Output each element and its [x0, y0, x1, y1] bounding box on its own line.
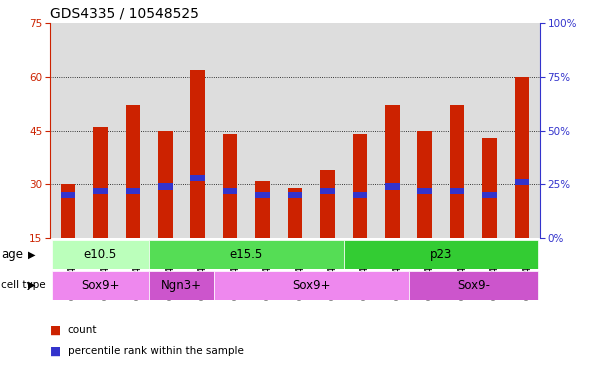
Bar [320, 170, 335, 238]
Bar [514, 179, 529, 185]
Text: ▶: ▶ [28, 280, 36, 290]
Bar [93, 127, 108, 238]
Text: GDS4335 / 10548525: GDS4335 / 10548525 [50, 7, 199, 20]
Bar [320, 187, 335, 194]
Bar [149, 240, 343, 269]
Bar [353, 134, 367, 238]
Bar [158, 131, 172, 238]
Text: ■: ■ [50, 324, 61, 337]
Bar [408, 271, 538, 300]
Bar [126, 187, 140, 194]
Text: e15.5: e15.5 [230, 248, 263, 261]
Text: p23: p23 [430, 248, 452, 261]
Text: count: count [68, 325, 97, 335]
Bar [418, 131, 432, 238]
Bar [223, 187, 237, 194]
Text: ■: ■ [50, 345, 61, 358]
Bar [385, 183, 399, 190]
Bar [353, 192, 367, 198]
Bar [385, 106, 399, 238]
Text: e10.5: e10.5 [84, 248, 117, 261]
Bar [514, 77, 529, 238]
Text: Sox9+: Sox9+ [81, 279, 120, 291]
Bar [93, 187, 108, 194]
Bar [482, 192, 497, 198]
Bar [418, 187, 432, 194]
Bar [255, 192, 270, 198]
Bar [214, 271, 408, 300]
Text: Ngn3+: Ngn3+ [161, 279, 202, 291]
Bar [223, 134, 237, 238]
Text: cell type: cell type [1, 280, 46, 290]
Bar [450, 106, 464, 238]
Bar [191, 175, 205, 181]
Bar [255, 181, 270, 238]
Bar [149, 271, 214, 300]
Bar [52, 271, 149, 300]
Bar [52, 240, 149, 269]
Bar [288, 188, 302, 238]
Text: Sox9-: Sox9- [457, 279, 490, 291]
Text: percentile rank within the sample: percentile rank within the sample [68, 346, 244, 356]
Bar [158, 183, 172, 190]
Bar [288, 192, 302, 198]
Bar [126, 106, 140, 238]
Text: age: age [1, 248, 23, 261]
Bar [482, 138, 497, 238]
Bar [61, 184, 76, 238]
Bar [343, 240, 538, 269]
Text: ▶: ▶ [28, 249, 36, 260]
Bar [191, 70, 205, 238]
Text: Sox9+: Sox9+ [292, 279, 330, 291]
Bar [450, 187, 464, 194]
Bar [61, 192, 76, 198]
